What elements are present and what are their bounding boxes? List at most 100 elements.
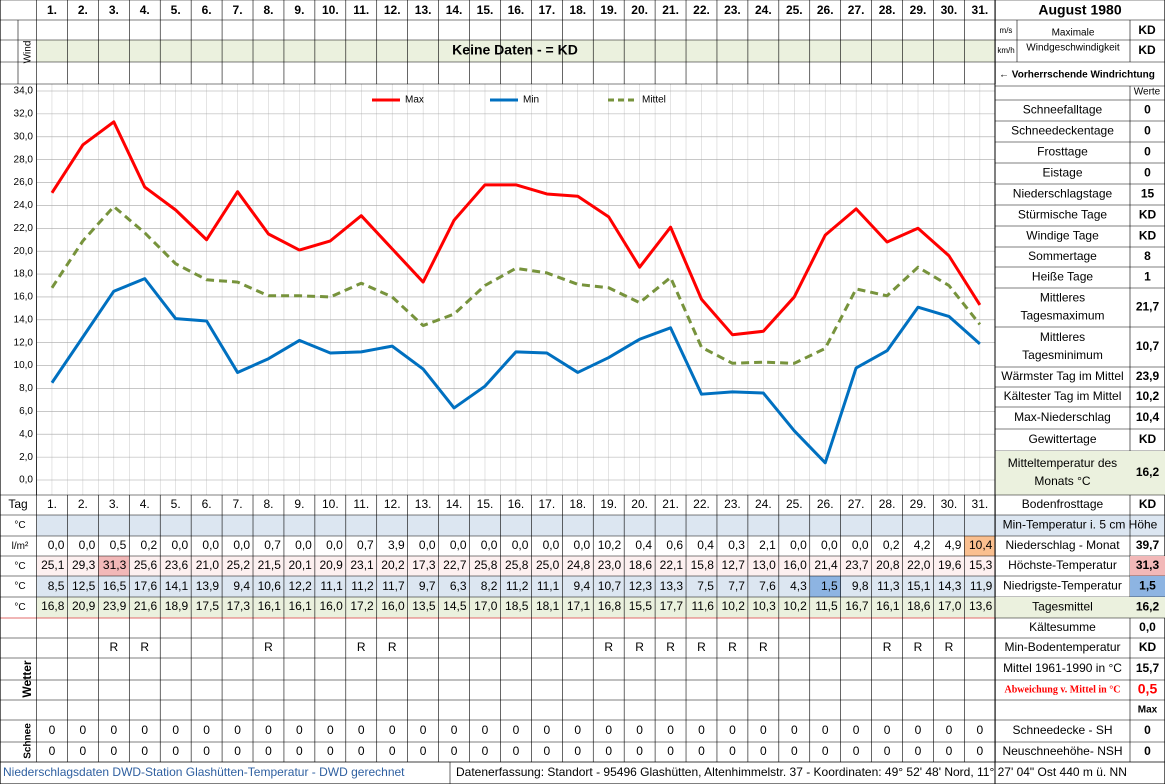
unit-label: °C bbox=[14, 561, 25, 572]
day-label: 6. bbox=[202, 3, 212, 17]
cell-value: R bbox=[728, 640, 737, 654]
cell-value: 0 bbox=[358, 723, 365, 737]
day-label: 29. bbox=[910, 3, 927, 17]
cell-value: 16,0 bbox=[319, 599, 343, 613]
day-label: 2. bbox=[78, 497, 88, 511]
cell-value: 16,5 bbox=[103, 579, 127, 593]
day-label: 5. bbox=[171, 3, 181, 17]
highlight bbox=[98, 556, 130, 576]
cell-value: 4,2 bbox=[914, 538, 931, 552]
cell-value: 0,0 bbox=[171, 538, 188, 552]
cell-value: 11,6 bbox=[691, 599, 714, 613]
day-label: 10. bbox=[322, 3, 339, 17]
y-tick-label: 32,0 bbox=[14, 109, 34, 120]
day-label: 12. bbox=[384, 497, 401, 511]
day-label: 15. bbox=[477, 497, 494, 511]
cell-value: 22,1 bbox=[660, 558, 684, 572]
unit-label: °C bbox=[14, 602, 25, 613]
cell-value: 0 bbox=[636, 723, 643, 737]
day-label: 28. bbox=[879, 3, 896, 17]
y-tick-label: 28,0 bbox=[14, 154, 34, 165]
cell-value: 0 bbox=[729, 744, 736, 758]
day-label: 20. bbox=[631, 497, 648, 511]
cell-value: R bbox=[759, 640, 768, 654]
cell-value: 21,5 bbox=[258, 558, 282, 572]
day-label: 9. bbox=[294, 497, 304, 511]
cell-value: 8,2 bbox=[481, 579, 498, 593]
cell-value: 0 bbox=[698, 744, 705, 758]
cell-value: 10,3 bbox=[752, 599, 776, 613]
row-bg bbox=[995, 515, 1165, 536]
y-tick-label: 18,0 bbox=[14, 269, 34, 280]
stat-value: 0 bbox=[1144, 744, 1151, 758]
cell-value: 8,5 bbox=[48, 579, 65, 593]
cell-value: 0 bbox=[420, 744, 427, 758]
row-bg bbox=[1130, 576, 1165, 597]
cell-value: 0,3 bbox=[728, 538, 745, 552]
cell-value: 0 bbox=[698, 723, 705, 737]
cell-value: 0,0 bbox=[821, 538, 838, 552]
row-bg bbox=[995, 597, 1130, 618]
stat-label: Gewittertage bbox=[1028, 432, 1096, 446]
stat-label: Höchste-Temperatur bbox=[1008, 558, 1117, 572]
cell-value: 0 bbox=[977, 723, 984, 737]
cell-value: 18,6 bbox=[907, 599, 931, 613]
cell-value: 13,5 bbox=[412, 599, 436, 613]
cell-value: 0 bbox=[760, 744, 767, 758]
cell-value: 17,2 bbox=[350, 599, 374, 613]
day-label: 18. bbox=[569, 497, 586, 511]
cell-value: 24,8 bbox=[567, 558, 591, 572]
cell-value: R bbox=[914, 640, 923, 654]
legend-label: Min bbox=[523, 95, 539, 106]
cell-value: 0 bbox=[327, 744, 334, 758]
cell-value: 12,5 bbox=[72, 579, 96, 593]
row-bg bbox=[36, 576, 996, 597]
cell-value: 0 bbox=[451, 744, 458, 758]
cell-value: 0 bbox=[234, 744, 241, 758]
cell-value: 16,8 bbox=[598, 599, 622, 613]
y-tick-label: 26,0 bbox=[14, 177, 34, 188]
cell-value: 23,6 bbox=[165, 558, 189, 572]
cell-value: 13,3 bbox=[660, 579, 684, 593]
cell-value: 0 bbox=[791, 723, 798, 737]
row-bg bbox=[995, 451, 1130, 495]
row-bg bbox=[36, 597, 996, 618]
cell-value: 11,5 bbox=[815, 599, 838, 613]
cell-value: 0,2 bbox=[141, 538, 158, 552]
stat-label: Kältesumme bbox=[1029, 620, 1096, 634]
day-label: 18. bbox=[569, 3, 586, 17]
snow-label: Schnee bbox=[23, 723, 34, 759]
cell-value: 0 bbox=[296, 723, 303, 737]
stat-label: Mittel 1961-1990 in °C bbox=[1003, 661, 1122, 675]
stat-label: Wärmster Tag im Mittel bbox=[1001, 369, 1123, 383]
wind-max-label: Maximale bbox=[1052, 28, 1095, 39]
cell-value: 0,0 bbox=[574, 538, 591, 552]
stat-value: 1,5 bbox=[1139, 579, 1156, 593]
cell-value: 0 bbox=[915, 723, 922, 737]
stat-value: KD bbox=[1139, 432, 1157, 446]
cell-value: 0 bbox=[605, 744, 612, 758]
cell-value: 13,0 bbox=[752, 558, 776, 572]
stat-value: 10,4 bbox=[1136, 410, 1160, 424]
cell-value: R bbox=[945, 640, 954, 654]
data-line bbox=[50, 120, 982, 337]
day-label: 6. bbox=[202, 497, 212, 511]
cell-value: 0 bbox=[513, 744, 520, 758]
cell-value: 0,0 bbox=[233, 538, 250, 552]
stat-value: KD bbox=[1139, 208, 1157, 222]
day-label: 31. bbox=[972, 497, 989, 511]
cell-value: 0 bbox=[327, 723, 334, 737]
cell-value: 0 bbox=[853, 744, 860, 758]
cell-value: 7,5 bbox=[697, 579, 714, 593]
cell-value: 0,0 bbox=[481, 538, 498, 552]
cell-value: 0 bbox=[482, 723, 489, 737]
cell-value: 25,0 bbox=[536, 558, 560, 572]
stat-label: Neuschneehöhe- NSH bbox=[1002, 744, 1122, 758]
cell-value: 0,0 bbox=[512, 538, 529, 552]
cell-value: 0 bbox=[544, 744, 551, 758]
stat-label: Windige Tage bbox=[1026, 229, 1099, 243]
cell-value: 17,7 bbox=[660, 599, 684, 613]
cell-value: 19,6 bbox=[938, 558, 962, 572]
cell-value: 23,1 bbox=[350, 558, 374, 572]
stat-label: Schneedecke - SH bbox=[1012, 723, 1112, 737]
